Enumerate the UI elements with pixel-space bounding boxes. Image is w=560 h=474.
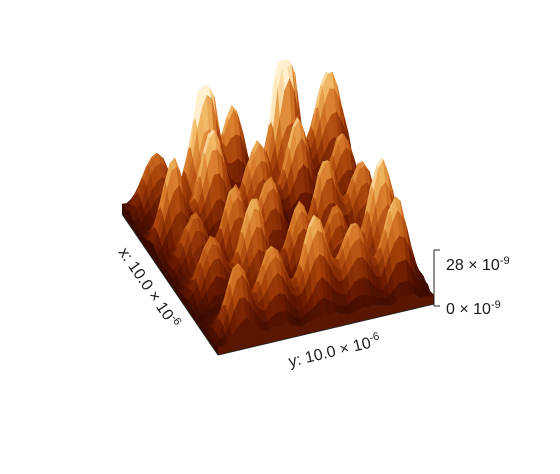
z-axis-max-label: 28 × 10-9 [446, 255, 510, 274]
x-axis-line [121, 213, 219, 356]
surface-mesh [121, 59, 435, 355]
y-axis-label: y: 10.0 × 10-6 [286, 331, 382, 371]
surface-wall [218, 294, 434, 355]
surface-cell [426, 292, 435, 297]
surface-wall [122, 204, 218, 355]
y-axis-line [217, 303, 435, 356]
z-axis-min-label: 0 × 10-9 [446, 299, 501, 318]
axes [121, 213, 440, 356]
